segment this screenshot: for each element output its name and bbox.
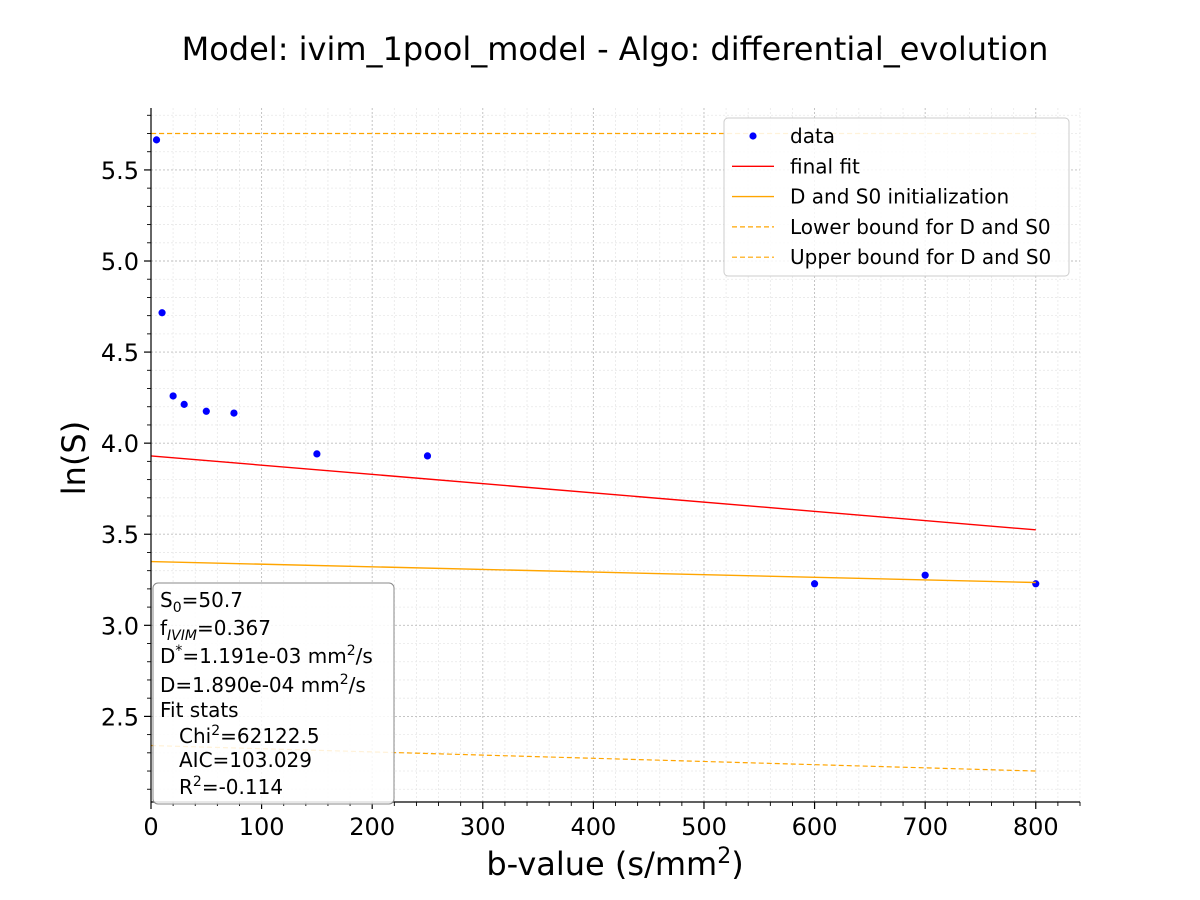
series-line-d-and-s0-initialization xyxy=(150,560,1036,584)
data-point xyxy=(202,407,210,415)
stats-line: Chi2=62122.5 xyxy=(179,723,320,748)
legend-swatch xyxy=(749,132,757,140)
data-point xyxy=(169,392,177,400)
y-tick-label: 2.5 xyxy=(101,703,139,731)
x-tick-label: 100 xyxy=(239,813,285,841)
y-tick-label: 3.0 xyxy=(101,612,139,640)
data-point xyxy=(810,580,819,588)
stats-line: R2=-0.114 xyxy=(179,774,283,799)
x-tick-label: 200 xyxy=(349,813,395,841)
x-tick-label: 300 xyxy=(460,813,506,841)
data-point xyxy=(423,452,432,460)
x-tick-label: 400 xyxy=(570,813,616,841)
stats-box-frame xyxy=(152,582,395,805)
series-line-final-fit xyxy=(150,455,1036,531)
x-tick-label: 800 xyxy=(1013,813,1059,841)
stats-line: D=1.890e-04 mm2/s xyxy=(160,672,366,697)
y-tick-label: 4.5 xyxy=(101,339,139,367)
data-point xyxy=(158,309,166,317)
stats-line: Fit stats xyxy=(160,698,239,722)
data-point xyxy=(313,450,321,458)
legend-label: final fit xyxy=(790,154,860,178)
x-tick-label: 0 xyxy=(143,813,158,841)
axis-ticks: 0 100 200 300 400 500 600 700 800 2.5 3.0 3.5 4.0 4.5… xyxy=(101,114,1081,841)
data-point xyxy=(1032,580,1040,588)
legend-label: Upper bound for D and S0 xyxy=(790,245,1051,269)
data-point xyxy=(152,136,161,144)
x-axis-title: b-value (s/mm2) xyxy=(486,844,743,883)
legend-label: Lower bound for D and S0 xyxy=(790,215,1051,239)
y-tick-label: 5.0 xyxy=(101,248,139,276)
legend-box xyxy=(723,117,1070,277)
y-tick-label: 4.0 xyxy=(101,430,139,458)
stats-line: D*=1.191e-03 mm2/s xyxy=(160,643,373,668)
data-point xyxy=(921,571,929,579)
x-tick-label: 700 xyxy=(902,813,948,841)
stats-line: AIC=103.029 xyxy=(179,748,312,772)
x-tick-label: 500 xyxy=(681,813,727,841)
x-tick-label: 600 xyxy=(792,813,838,841)
legend-label: D and S0 initialization xyxy=(790,185,1009,209)
legend-label: data xyxy=(790,124,835,148)
data-point xyxy=(230,409,238,417)
major-grid xyxy=(150,108,1080,802)
chart-title: Model: ivim_1pool_model - Algo: differen… xyxy=(182,30,1049,68)
stats-line: S0=50.7 xyxy=(160,588,243,616)
data-point xyxy=(180,400,188,408)
stats-line: fIVIM=0.367 xyxy=(160,616,271,644)
y-tick-label: 3.5 xyxy=(101,521,139,549)
y-axis-title: ln(S) xyxy=(55,421,93,495)
y-tick-label: 5.5 xyxy=(101,157,139,185)
legend: data final fit D and S0 initialization Lowe… xyxy=(723,117,1070,277)
